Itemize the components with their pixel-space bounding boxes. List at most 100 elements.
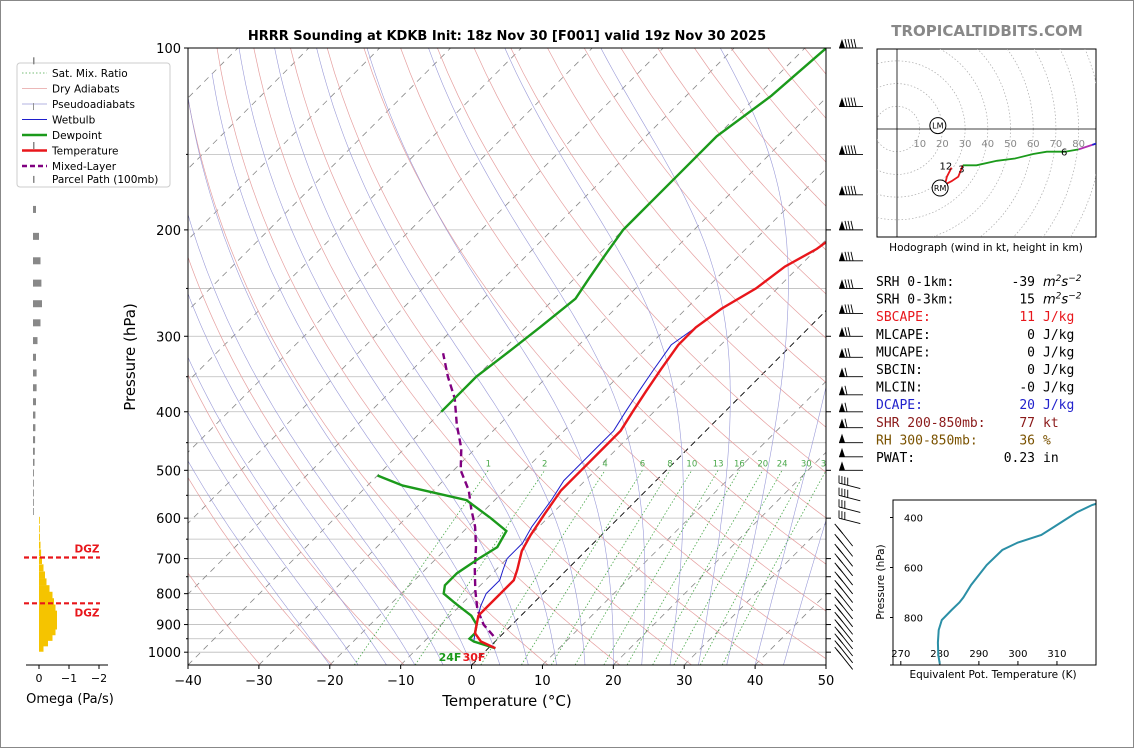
mixing-ratio-line	[673, 470, 783, 665]
storm-motion-marker	[931, 179, 949, 197]
mixing-ratio-line	[603, 470, 719, 665]
hodo-ring-label: 10	[913, 139, 926, 150]
wind-barb	[839, 433, 863, 444]
omega-bar	[33, 479, 34, 487]
index-label: SBCAPE:	[876, 310, 931, 325]
y-tick-label: 200	[156, 224, 181, 239]
index-label: SHR 200-850mb:	[876, 416, 986, 431]
moist-adiabat	[428, 48, 646, 665]
theta-e-ylabel: Pressure (hPa)	[875, 544, 887, 619]
index-value: 77	[1019, 416, 1035, 431]
dry-adiabat	[1098, 48, 1134, 665]
moist-adiabat	[188, 95, 472, 665]
isotherm	[329, 168, 826, 665]
index-value: 15	[1019, 293, 1035, 308]
omega-bar	[33, 369, 37, 377]
moist-adiabat	[754, 385, 826, 665]
omega-bar	[33, 447, 35, 455]
index-label: MLCIN:	[876, 381, 923, 396]
mixing-ratio-line	[414, 470, 546, 665]
moist-adiabat	[366, 48, 614, 665]
dry-adiabat	[473, 48, 826, 473]
mixing-ratio-label: 20	[757, 459, 768, 469]
skewt-xlabel: Temperature (°C)	[441, 692, 571, 710]
wind-barb	[834, 533, 854, 557]
isotherm	[188, 48, 451, 312]
omega-bar	[33, 384, 37, 392]
dry-adiabat	[326, 48, 826, 660]
mixing-ratio-line	[721, 470, 826, 665]
mixing-ratio-line	[353, 470, 489, 665]
hodo-segment-upper	[1078, 144, 1093, 151]
theta-e-xlabel: Equivalent Pot. Temperature (K)	[909, 669, 1076, 681]
index-label: SRH 0-3km:	[876, 293, 954, 308]
dry-adiabat	[188, 572, 261, 665]
theta-e-curve-group	[936, 502, 1096, 664]
isotherm	[188, 48, 310, 170]
moist-adiabat	[188, 213, 444, 665]
wind-barb	[839, 304, 863, 314]
wind-barb	[839, 367, 863, 378]
mixing-ratio-label: 4	[602, 459, 607, 469]
dry-adiabat	[363, 48, 826, 612]
moist-adiabat	[600, 48, 731, 665]
wind-barb	[834, 640, 854, 664]
omega-bar	[33, 498, 34, 506]
hodo-ring-label: 80	[1072, 139, 1085, 150]
y-tick-label: 1000	[148, 646, 181, 661]
x-tick-label: −40	[174, 674, 201, 689]
mixing-ratio-line	[574, 470, 693, 665]
dgz-label: DGZ	[75, 607, 100, 619]
wind-barb	[834, 523, 854, 547]
omega-bar	[33, 489, 34, 497]
omega-xlabel: Omega (Pa/s)	[26, 692, 114, 707]
dry-adiabat	[188, 96, 549, 665]
dry-adiabat	[253, 48, 692, 665]
omega-bar	[33, 436, 36, 444]
index-unit: J/kg	[1043, 328, 1074, 343]
storm-motion-label: LM	[932, 122, 943, 131]
mixing-ratio-line	[480, 470, 606, 665]
theta-y-tick-label: 400	[904, 514, 923, 525]
series-dewpoint	[377, 474, 508, 650]
hodo-ring-label: 40	[981, 139, 994, 150]
storm-motion-label: RM	[934, 184, 947, 193]
wind-barb	[834, 619, 854, 643]
index-row: SHR 200-850mb: 77 kt	[876, 416, 1059, 431]
dry-adiabat	[547, 48, 826, 383]
hodograph-caption: Hodograph (wind in kt, height in km)	[889, 242, 1083, 254]
moist-adiabat	[238, 48, 529, 665]
omega-bar	[39, 633, 53, 641]
mixing-ratio-line	[652, 470, 764, 665]
omega-bar	[33, 353, 36, 361]
y-tick-label: 800	[156, 588, 181, 603]
series-mixed-layer-parcel-path-mb-	[441, 352, 495, 637]
skewt-ylabel: Pressure (hPa)	[121, 303, 139, 411]
moist-adiabat	[504, 48, 684, 665]
legend-label: Pseudoadiabats	[52, 99, 135, 111]
omega-bar	[33, 411, 36, 419]
wind-barb	[838, 475, 861, 489]
legend-label: Mixed-Layer	[52, 161, 117, 173]
y-tick-label: 700	[156, 553, 181, 568]
legend-label: Wetbulb	[52, 115, 96, 127]
index-value: 0.23	[1004, 451, 1035, 466]
omega-bar	[39, 585, 50, 593]
theta-x-tick-label: 290	[969, 649, 988, 660]
moist-adiabat	[188, 460, 331, 665]
hodo-ring-label: 50	[1004, 139, 1017, 150]
index-label: PWAT:	[876, 451, 915, 466]
skewt-title: HRRR Sounding at KDKB Init: 18z Nov 30 […	[248, 29, 766, 44]
skewt-axes-frame	[187, 47, 827, 666]
omega-panel: 0 −1 −2 DGZ DGZ	[24, 57, 108, 685]
isotherm	[258, 97, 826, 665]
moist-adiabat	[188, 292, 416, 665]
index-value: 20	[1019, 398, 1035, 413]
isotherm	[400, 239, 826, 665]
hodo-height-label: 12	[939, 162, 952, 173]
theta-x-tick-label: 300	[1008, 649, 1027, 660]
x-tick-label: 40	[747, 674, 764, 689]
legend-label: Parcel Path (100mb)	[52, 174, 158, 186]
wind-barb	[834, 626, 854, 650]
omega-bar	[39, 616, 57, 624]
